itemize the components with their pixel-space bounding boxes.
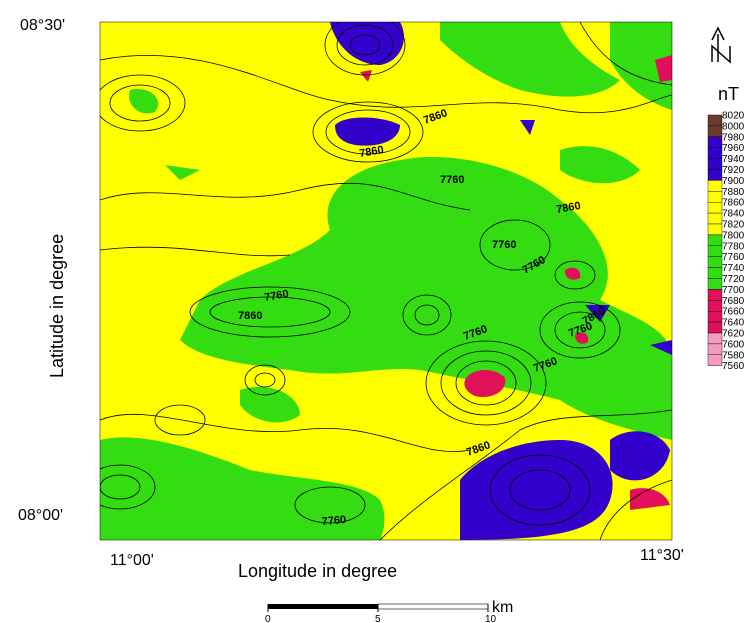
legend-label: 7640 — [722, 318, 745, 329]
scale-label: 5 — [375, 614, 381, 623]
legend-swatch — [707, 180, 723, 192]
legend-label: 7780 — [722, 241, 745, 252]
legend-label: 7740 — [722, 263, 745, 274]
legend-label: 7680 — [722, 296, 745, 307]
legend-label: 7700 — [722, 285, 745, 296]
legend-label: 7560 — [722, 361, 745, 372]
scale-label: 0 — [265, 614, 271, 623]
legend-label: 7800 — [722, 230, 745, 241]
contour-label: 7860 — [238, 310, 262, 322]
contour-lines — [100, 22, 672, 540]
legend: 8020800079807960794079207900788078607840… — [707, 111, 745, 372]
legend-swatch — [707, 234, 723, 246]
legend-swatch — [707, 267, 723, 279]
legend-swatch — [707, 147, 723, 159]
contour-label: 7760 — [492, 239, 516, 251]
legend-swatch — [707, 289, 723, 301]
contour-map — [100, 22, 672, 540]
legend-label: 7980 — [722, 132, 745, 143]
contour-label: 7760 — [321, 514, 346, 528]
legend-swatch — [707, 136, 723, 148]
legend-swatch — [707, 158, 723, 170]
legend-label: 8000 — [722, 121, 745, 132]
legend-title: nT — [718, 84, 739, 104]
contour-label: 7860 — [358, 144, 384, 160]
contour-label: 7760 — [263, 288, 289, 304]
legend-label: 7960 — [722, 143, 745, 154]
north-arrow — [711, 26, 731, 64]
scale-segment — [377, 603, 489, 610]
contour-label: 7860 — [555, 200, 581, 216]
legend-label: 7880 — [722, 187, 745, 198]
legend-swatch — [707, 332, 723, 345]
legend-swatch — [707, 256, 723, 268]
legend-label: 7860 — [722, 198, 745, 209]
legend-swatch — [707, 114, 723, 127]
contour-label: 7760 — [440, 174, 464, 186]
scale-unit: km — [492, 599, 513, 616]
legend-label: 7620 — [722, 329, 745, 340]
scale-label: 10 — [485, 614, 497, 623]
lon-tick-label: 11°00' — [110, 552, 154, 569]
lon-tick-label: 11°30' — [640, 547, 684, 564]
legend-label: 7820 — [722, 220, 745, 231]
legend-swatch — [707, 125, 723, 138]
legend-swatch — [707, 191, 723, 203]
legend-label: 7900 — [722, 176, 745, 187]
x-axis-title: Longitude in degree — [238, 561, 397, 581]
legend-label: 7580 — [722, 350, 745, 361]
legend-label: 7840 — [722, 209, 745, 220]
legend-label: 7760 — [722, 252, 745, 263]
legend-swatch — [707, 212, 723, 225]
legend-swatch — [707, 278, 723, 290]
legend-swatch — [707, 201, 723, 214]
legend-swatch — [707, 245, 723, 257]
legend-swatch — [707, 321, 723, 334]
legend-label: 7660 — [722, 307, 745, 318]
y-axis-title: Latitude in degree — [47, 234, 67, 378]
legend-label: 7600 — [722, 339, 745, 350]
legend-swatch — [707, 300, 723, 312]
legend-label: 7940 — [722, 154, 745, 165]
lat-tick-label: 08°00' — [18, 507, 63, 524]
legend-swatch — [707, 169, 723, 181]
legend-swatch — [707, 343, 723, 355]
legend-label: 7920 — [722, 165, 745, 176]
lat-tick-label: 08°30' — [20, 17, 65, 34]
legend-swatch — [707, 311, 723, 323]
legend-label: 7720 — [722, 274, 745, 285]
legend-swatch — [707, 354, 723, 366]
legend-label: 8020 — [722, 111, 745, 122]
scale-segment — [268, 604, 378, 609]
legend-swatch — [707, 223, 723, 236]
